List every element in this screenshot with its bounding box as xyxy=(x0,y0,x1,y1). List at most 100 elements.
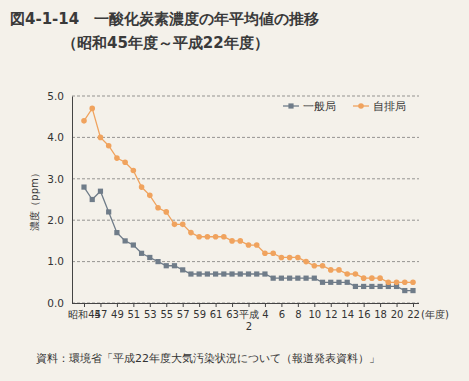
marker xyxy=(188,271,193,276)
chart: 図4-1-14 一酸化炭素濃度の年平均値の推移（昭和45年度～平成22年度）0.… xyxy=(0,0,469,381)
series-line xyxy=(84,108,413,282)
marker xyxy=(131,242,136,247)
y-tick-label: 3.0 xyxy=(47,173,64,185)
marker xyxy=(410,288,415,293)
x-tick-label: 4 xyxy=(262,309,268,320)
x-tick: 47 xyxy=(95,303,108,320)
marker xyxy=(295,276,300,281)
x-tick: 8 xyxy=(295,303,301,320)
marker xyxy=(377,275,383,281)
source: 資料：環境省「平成22年度大気汚染状況について（報道発表資料）」 xyxy=(36,352,380,365)
marker xyxy=(369,284,374,289)
marker xyxy=(172,222,178,228)
marker xyxy=(369,275,375,281)
marker xyxy=(279,255,285,261)
x-tick: 59 xyxy=(193,303,206,320)
y-tick: 4.0 xyxy=(47,131,72,143)
x-tick: 平成2 xyxy=(239,303,259,332)
x-tick: 10 xyxy=(308,303,321,320)
marker xyxy=(213,271,218,276)
marker xyxy=(279,276,284,281)
x-tick-mark xyxy=(298,303,299,307)
x-tick-mark xyxy=(100,303,101,307)
x-tick-mark xyxy=(331,303,332,307)
y-tick: 0.0 xyxy=(47,297,72,309)
marker xyxy=(155,259,160,264)
x-tick: 57 xyxy=(177,303,190,320)
marker xyxy=(221,271,226,276)
marker xyxy=(246,242,252,248)
marker xyxy=(303,259,309,265)
marker xyxy=(98,189,103,194)
marker xyxy=(205,271,210,276)
marker xyxy=(163,209,169,215)
x-tick-label: 51 xyxy=(127,309,140,320)
x-tick: 20 xyxy=(391,303,404,320)
marker xyxy=(139,184,145,190)
y-axis: 0.0 1.0 2.0 3.0 4.0 5.0 xyxy=(47,90,72,309)
grid-line xyxy=(72,303,419,304)
marker xyxy=(139,251,144,256)
y-tick: 1.0 xyxy=(47,255,72,267)
x-tick-mark xyxy=(166,303,167,307)
marker xyxy=(328,267,334,273)
marker xyxy=(336,280,341,285)
x-tick-mark xyxy=(232,303,233,307)
marker xyxy=(164,263,169,268)
marker xyxy=(131,168,137,174)
x-tick-label: 57 xyxy=(177,309,190,320)
marker xyxy=(295,255,301,261)
x-tick-label: 20 xyxy=(391,309,404,320)
x-tick: 18 xyxy=(374,303,387,320)
series-line xyxy=(84,187,413,290)
marker xyxy=(213,234,219,240)
marker xyxy=(270,251,276,257)
marker xyxy=(353,271,359,277)
grid-line xyxy=(72,96,419,97)
marker xyxy=(81,184,86,189)
x-tick-label: 6 xyxy=(279,309,285,320)
marker xyxy=(180,222,186,228)
marker xyxy=(320,263,326,269)
x-tick: 6 xyxy=(279,303,285,320)
marker xyxy=(180,267,185,272)
y-tick-label: 4.0 xyxy=(47,131,64,143)
marker xyxy=(361,284,366,289)
y-tick: 5.0 xyxy=(47,90,72,102)
legend-swatch xyxy=(288,103,293,108)
y-tick: 2.0 xyxy=(47,214,72,226)
marker xyxy=(271,276,276,281)
x-tick: 12 xyxy=(325,303,338,320)
x-tick-label: 8 xyxy=(295,309,301,320)
x-tick-mark xyxy=(199,303,200,307)
marker xyxy=(155,205,161,211)
x-tick: 4 xyxy=(262,303,268,320)
y-tick-label: 0.0 xyxy=(47,297,64,309)
x-tick: 61 xyxy=(210,303,223,320)
legend-swatch xyxy=(358,103,364,109)
y-tick: 3.0 xyxy=(47,173,72,185)
marker xyxy=(196,234,202,240)
marker xyxy=(98,135,104,141)
marker xyxy=(353,284,358,289)
marker xyxy=(386,280,392,286)
marker xyxy=(81,118,87,124)
legend-label: 自排局 xyxy=(373,100,406,112)
x-tick-label: 平成2 xyxy=(239,309,259,332)
x-tick-label: 61 xyxy=(210,309,223,320)
marker xyxy=(345,280,350,285)
x-tick-label: 10 xyxy=(308,309,321,320)
marker xyxy=(287,255,293,261)
series xyxy=(81,106,416,285)
marker xyxy=(303,276,308,281)
marker xyxy=(221,234,227,240)
x-axis-line xyxy=(72,303,419,304)
subtitle: （昭和45年度～平成22年度） xyxy=(62,34,269,52)
marker xyxy=(312,276,317,281)
x-tick-mark xyxy=(413,303,414,307)
marker xyxy=(312,263,318,269)
x-tick-mark xyxy=(216,303,217,307)
marker xyxy=(254,271,259,276)
x-tick: 63 xyxy=(226,303,239,320)
x-tick-mark xyxy=(380,303,381,307)
